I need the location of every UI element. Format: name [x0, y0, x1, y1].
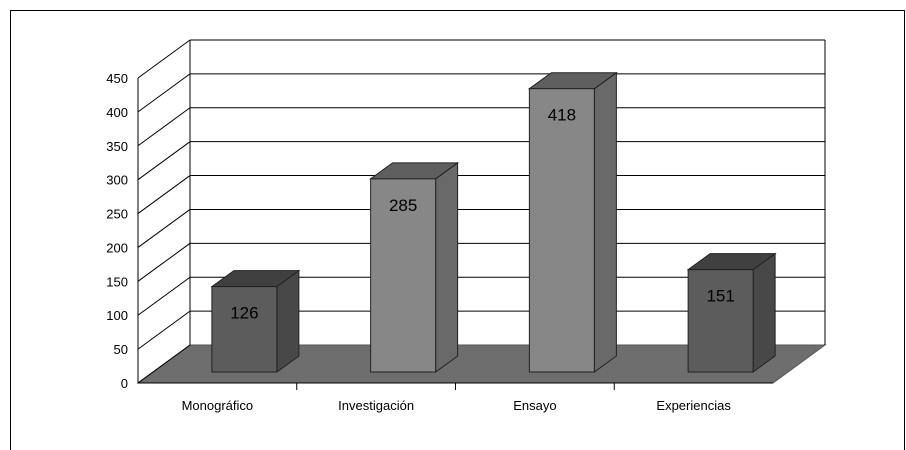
bar-0 [211, 286, 278, 373]
y-tick-label-6: 300 [106, 173, 128, 188]
x-tick-label-0: Monográfico [182, 398, 254, 413]
x-tick-label-1: Investigación [338, 398, 414, 413]
y-tick-label-3: 150 [106, 274, 128, 289]
bar-2 [528, 88, 595, 373]
bar-3 [687, 269, 754, 373]
y-tick-label-7: 350 [106, 139, 128, 154]
data-label-2: 418 [548, 106, 576, 125]
bar-chart: 0 50 100 150 200 250 300 350 400 450 126 Monográfic… [106, 39, 827, 413]
x-tick-label-3: Experiencias [656, 398, 731, 413]
wall-gridline [137, 175, 191, 214]
wall-gridline [137, 276, 191, 316]
wall-gridline [137, 344, 191, 384]
y-tick-label-4: 200 [106, 240, 128, 255]
data-label-0: 126 [230, 304, 258, 323]
wall-gridline [137, 242, 191, 282]
wall-gridline [137, 39, 191, 79]
y-tick-label-2: 100 [106, 308, 128, 323]
y-tick-label-9: 450 [106, 71, 128, 86]
bar-side-0 [276, 269, 300, 373]
y-tick-label-5: 250 [106, 207, 128, 222]
bar-side-1 [435, 161, 459, 373]
wall-gridline [137, 141, 191, 181]
data-label-3: 151 [706, 287, 734, 306]
y-tick-label-0: 0 [121, 376, 128, 391]
y-tick-label-8: 400 [106, 105, 128, 120]
bar-1 [370, 178, 437, 373]
wall-gridline [137, 209, 191, 248]
bar-side-3 [752, 252, 776, 373]
bar-side-2 [593, 71, 617, 373]
wall-gridline [137, 107, 191, 147]
y-tick-label-1: 50 [114, 342, 128, 357]
chart-frame [10, 10, 905, 450]
wall-gridline [137, 73, 191, 113]
x-tick-label-2: Ensayo [513, 398, 556, 413]
wall-gridline [137, 310, 191, 350]
data-label-1: 285 [389, 196, 417, 215]
